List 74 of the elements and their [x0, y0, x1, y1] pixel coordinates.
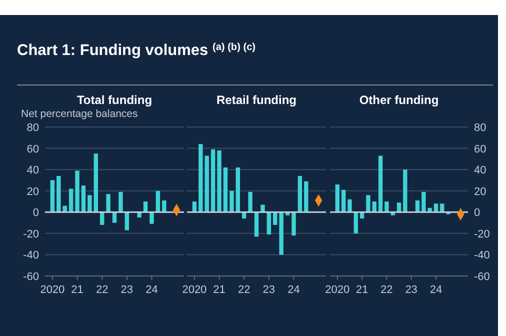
y-tick-label: -60: [474, 271, 490, 283]
bar: [440, 204, 444, 212]
bar: [415, 200, 420, 212]
y-tick-label: 40: [474, 164, 486, 177]
bar: [366, 195, 370, 212]
y-tick-label: 0: [474, 207, 480, 220]
y-tick-label: -40: [23, 250, 39, 262]
chart-subtitle: Other funding: [359, 93, 439, 107]
x-tick-label: 2020: [182, 284, 207, 296]
bar: [94, 154, 98, 212]
bar: [304, 181, 308, 212]
bar: [341, 190, 346, 212]
bar: [378, 156, 383, 212]
x-tick-label: 22: [96, 284, 108, 296]
x-tick-label: 24: [288, 284, 300, 296]
bar: [248, 192, 252, 212]
bar: [348, 199, 352, 212]
bar: [223, 167, 228, 212]
bar: [266, 212, 272, 234]
chart-subtitle: Retail funding: [216, 93, 296, 107]
x-tick-label: 21: [213, 284, 226, 296]
bar: [75, 170, 80, 212]
x-tick-label: 24: [146, 284, 158, 296]
bar: [354, 212, 358, 234]
y-tick-label: 60: [26, 143, 39, 156]
bar: [50, 180, 55, 212]
y-tick-label: -40: [474, 250, 490, 262]
y-tick-label: 20: [474, 186, 486, 198]
bar: [150, 212, 154, 224]
bar: [118, 192, 123, 212]
x-tick-label: 22: [238, 284, 250, 296]
chart-title: Chart 1: Funding volumes $^{(a) (b) (c)}$: [17, 42, 256, 59]
bar: [68, 188, 74, 212]
x-tick-label: 2020: [40, 284, 65, 296]
x-tick-label: 2020: [325, 284, 350, 296]
bar: [384, 202, 389, 212]
bar: [236, 167, 240, 212]
y-tick-label: 0: [32, 207, 39, 220]
bar: [81, 186, 86, 212]
bar: [217, 150, 222, 212]
bar: [106, 194, 110, 212]
y-tick-label: 40: [26, 164, 39, 177]
bar: [210, 149, 216, 212]
bar: [254, 212, 259, 237]
x-tick-label: 21: [71, 284, 84, 296]
y-tick-label: 20: [26, 186, 39, 198]
bar: [156, 190, 160, 212]
bar: [162, 200, 166, 212]
bar: [230, 190, 234, 212]
bar: [434, 204, 438, 212]
bar: [292, 212, 296, 236]
bar: [335, 184, 340, 212]
x-tick-label: 23: [262, 284, 276, 296]
bar: [298, 176, 302, 212]
bar: [279, 212, 284, 255]
x-tick-label: 24: [430, 284, 442, 296]
y-tick-label: -20: [474, 228, 490, 240]
bar: [88, 195, 92, 212]
bar: [260, 204, 265, 212]
y-tick-label: -20: [23, 228, 39, 240]
y-tick-label: 80: [26, 122, 39, 134]
y-tick-label: 80: [474, 122, 486, 134]
x-tick-label: 21: [356, 284, 368, 296]
bar: [372, 202, 376, 212]
y-tick-label: 60: [474, 143, 486, 156]
bar: [403, 170, 408, 212]
y-axis-title: Net percentage balances: [21, 108, 138, 120]
y-tick-label: -60: [23, 271, 39, 283]
x-tick-label: 23: [120, 284, 134, 296]
chart-subtitle: Total funding: [76, 93, 152, 107]
x-tick-label: 23: [405, 284, 418, 296]
x-tick-label: 22: [380, 284, 393, 296]
bar: [137, 212, 142, 218]
bar: [422, 192, 426, 212]
